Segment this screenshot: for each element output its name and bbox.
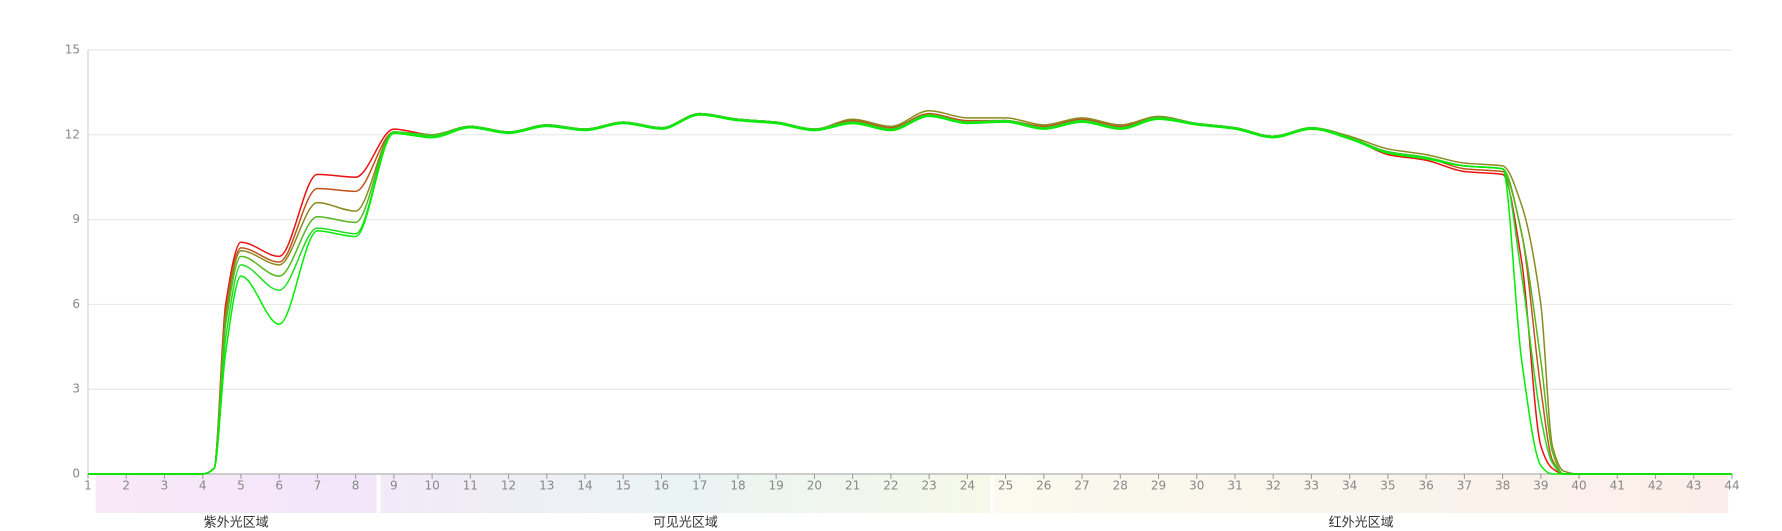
y-tick-label: 15 bbox=[65, 43, 80, 57]
x-tick-label: 22 bbox=[883, 479, 898, 493]
series-line bbox=[88, 114, 1732, 475]
x-tick-label: 36 bbox=[1418, 479, 1433, 493]
x-tick-label: 28 bbox=[1113, 479, 1128, 493]
x-tick-label: 30 bbox=[1189, 479, 1204, 493]
region-label: 紫外光区域 bbox=[204, 516, 269, 531]
x-tick-label: 17 bbox=[692, 479, 707, 493]
x-tick-label: 38 bbox=[1495, 479, 1510, 493]
x-tick-label: 6 bbox=[275, 479, 283, 493]
x-tick-label: 35 bbox=[1380, 479, 1395, 493]
x-tick-label: 10 bbox=[424, 479, 439, 493]
region-band bbox=[95, 475, 377, 513]
x-tick-label: 23 bbox=[921, 479, 936, 493]
x-tick-label: 20 bbox=[807, 479, 822, 493]
x-tick-label: 32 bbox=[1266, 479, 1281, 493]
y-tick-label: 12 bbox=[65, 127, 80, 141]
region-label: 红外光区域 bbox=[1329, 515, 1394, 531]
x-tick-label: 37 bbox=[1457, 479, 1472, 493]
x-tick-label: 29 bbox=[1151, 479, 1166, 493]
y-tick-label: 9 bbox=[72, 212, 80, 226]
x-tick-label: 13 bbox=[539, 479, 554, 493]
x-tick-label: 42 bbox=[1648, 479, 1663, 493]
x-tick-label: 40 bbox=[1571, 479, 1586, 493]
x-tick-label: 15 bbox=[616, 479, 631, 493]
series-line bbox=[88, 112, 1732, 475]
x-tick-label: 43 bbox=[1686, 479, 1701, 493]
x-tick-label: 27 bbox=[1074, 479, 1089, 493]
x-tick-label: 41 bbox=[1610, 479, 1625, 493]
y-tick-label: 6 bbox=[72, 297, 80, 311]
x-tick-label: 19 bbox=[769, 479, 784, 493]
region-band bbox=[380, 475, 991, 513]
x-tick-label: 8 bbox=[352, 479, 360, 493]
x-tick-label: 26 bbox=[1036, 479, 1051, 493]
x-tick-label: 25 bbox=[998, 479, 1013, 493]
x-tick-label: 44 bbox=[1724, 479, 1739, 493]
x-tick-label: 24 bbox=[960, 479, 975, 493]
region-band bbox=[994, 475, 1729, 513]
x-tick-label: 3 bbox=[161, 479, 169, 493]
x-tick-label: 5 bbox=[237, 479, 245, 493]
x-tick-label: 12 bbox=[501, 479, 516, 493]
x-tick-label: 4 bbox=[199, 479, 207, 493]
x-tick-label: 9 bbox=[390, 479, 398, 493]
x-tick-label: 34 bbox=[1342, 479, 1357, 493]
x-tick-label: 11 bbox=[463, 479, 478, 493]
x-tick-label: 2 bbox=[122, 479, 130, 493]
x-tick-label: 14 bbox=[577, 479, 592, 493]
y-tick-label: 0 bbox=[72, 467, 80, 481]
x-tick-label: 39 bbox=[1533, 479, 1548, 493]
x-tick-label: 33 bbox=[1304, 479, 1319, 493]
x-tick-label: 18 bbox=[730, 479, 745, 493]
x-tick-label: 21 bbox=[845, 479, 860, 493]
x-tick-label: 16 bbox=[654, 479, 669, 493]
x-tick-label: 1 bbox=[84, 479, 92, 493]
series-line bbox=[88, 110, 1732, 475]
x-tick-label: 7 bbox=[314, 479, 322, 493]
y-tick-label: 3 bbox=[72, 382, 80, 396]
region-label: 可见光区域 bbox=[653, 516, 718, 531]
x-tick-label: 31 bbox=[1227, 479, 1242, 493]
